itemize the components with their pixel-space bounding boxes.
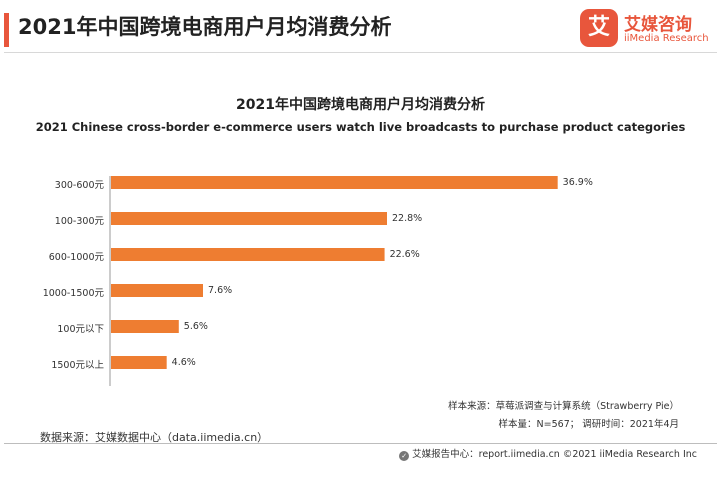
footer: ✓ 艾媒报告中心：report.iimedia.cn ©2021 iiMedia … bbox=[399, 446, 697, 461]
chart-title: 2021年中国跨境电商用户月均消费分析 bbox=[236, 97, 485, 113]
logo-name-cn: 艾媒咨询 bbox=[624, 15, 692, 35]
category-label: 1000-1500元 bbox=[42, 288, 104, 299]
bar bbox=[111, 320, 179, 333]
category-label: 100元以下 bbox=[57, 324, 104, 335]
category-label: 600-1000元 bbox=[48, 252, 104, 263]
sample-size-note: 样本量：N=567； 调研时间：2021年4月 bbox=[498, 419, 679, 430]
category-label: 1500元以上 bbox=[51, 360, 104, 371]
footer-divider bbox=[4, 443, 717, 444]
report-center-icon: ✓ bbox=[399, 451, 410, 461]
iimedia-logo-icon: 艾 bbox=[580, 9, 618, 47]
chart-subtitle: 2021 Chinese cross-border e-commerce use… bbox=[35, 120, 686, 134]
category-label: 100-300元 bbox=[54, 216, 104, 227]
page-title: 2021年中国跨境电商用户月均消费分析 bbox=[18, 15, 392, 39]
logo-name-en: iiMedia Research bbox=[624, 33, 709, 44]
brand-logo: 艾 艾媒咨询 iiMedia Research bbox=[580, 9, 714, 49]
bar bbox=[111, 284, 203, 297]
data-source: 数据来源：艾媒数据中心（data.iimedia.cn） bbox=[40, 431, 269, 444]
bar bbox=[111, 356, 167, 369]
bar bbox=[111, 176, 558, 189]
title-accent-bar bbox=[4, 13, 9, 47]
value-label: 5.6% bbox=[183, 321, 208, 332]
header-divider bbox=[4, 52, 717, 53]
value-label: 22.8% bbox=[392, 213, 423, 224]
value-label: 4.6% bbox=[171, 357, 196, 368]
footer-text: 艾媒报告中心：report.iimedia.cn ©2021 iiMedia R… bbox=[412, 449, 697, 460]
value-label: 7.6% bbox=[208, 285, 233, 296]
bar bbox=[111, 212, 387, 225]
category-label: 300-600元 bbox=[54, 180, 104, 191]
value-label: 22.6% bbox=[389, 249, 420, 260]
bar bbox=[111, 248, 385, 261]
sample-source-note: 样本来源：草莓派调查与计算系统（Strawberry Pie） bbox=[448, 401, 679, 412]
value-label: 36.9% bbox=[562, 177, 593, 188]
